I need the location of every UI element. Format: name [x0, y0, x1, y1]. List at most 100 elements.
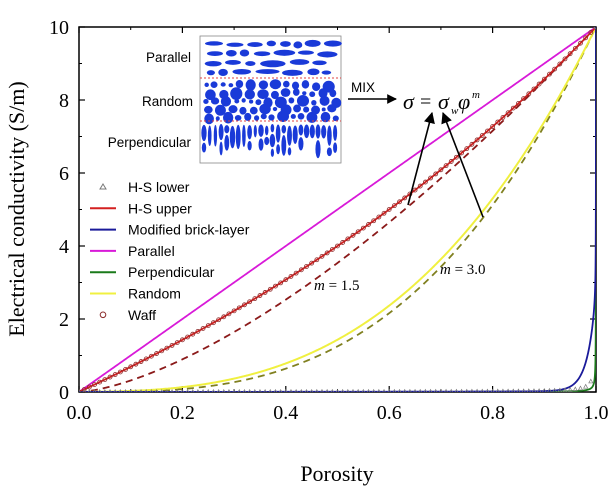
waff-marker [505, 110, 511, 116]
hs-lower-marker [103, 389, 107, 392]
x-tick-label: 0.8 [480, 402, 505, 424]
waff-marker [304, 264, 309, 269]
hs-lower-marker [531, 388, 536, 392]
inset-circle-random [259, 103, 271, 115]
inset-circle-random [312, 82, 321, 92]
waff-marker [422, 179, 428, 185]
hs-lower-marker [108, 389, 112, 392]
inset-circle-random [239, 106, 247, 115]
hs-lower-marker [170, 389, 174, 392]
hs-lower-marker [196, 388, 200, 392]
inset-ellipse-parallel [289, 59, 310, 65]
hs-lower-marker [206, 388, 210, 392]
waff-marker [329, 247, 335, 252]
waff-marker [79, 389, 82, 392]
waff-marker [283, 277, 289, 283]
inset-label-parallel: Parallel [146, 50, 191, 65]
hs-lower-marker [501, 388, 505, 392]
hs-lower-marker [211, 388, 216, 392]
inset-ellipse-perpendicular [219, 141, 223, 156]
inset-circle-random [210, 97, 220, 105]
waff-marker [443, 163, 449, 169]
inset-circle-random [329, 89, 337, 98]
inset-circle-random [234, 114, 242, 121]
waff-marker [562, 56, 568, 62]
waff-marker [293, 270, 299, 276]
legend: H-S lower H-S upper Modified brick-layer Pa… [90, 179, 250, 323]
hs-lower-marker [557, 387, 563, 392]
inset-ellipse-parallel [239, 49, 250, 57]
arrow-m15-to-equation [407, 111, 435, 206]
waff-marker [81, 387, 87, 392]
y-tick-label: 0 [59, 382, 69, 404]
inset-ellipse-parallel [317, 51, 338, 58]
inset-circle-random [290, 113, 296, 119]
y-tick-label: 6 [59, 163, 69, 185]
inset-ellipse-perpendicular [213, 124, 218, 147]
hs-lower-marker [237, 388, 241, 392]
hs-lower-marker [439, 388, 443, 392]
hs-lower-marker [335, 388, 340, 392]
inset-ellipse-perpendicular [218, 124, 224, 141]
equation-phi: φ [458, 89, 470, 114]
inset-ellipse-parallel [280, 41, 291, 47]
hs-lower-marker [397, 388, 402, 392]
hs-lower-marker [144, 389, 148, 392]
inset-circle-random [214, 104, 226, 116]
hs-lower-marker [201, 388, 205, 392]
waff-marker [128, 364, 134, 370]
inset-circle-random [306, 111, 318, 123]
inset-ellipse-perpendicular [333, 142, 338, 154]
inset-circle-random [248, 99, 254, 104]
series-waff-markers [79, 27, 596, 392]
inset-circle-random [215, 116, 220, 121]
inset-ellipse-perpendicular [264, 125, 269, 136]
hs-lower-marker [567, 386, 573, 392]
inset-circle-random [234, 98, 240, 104]
inset-ellipse-perpendicular [224, 134, 230, 151]
inset-ellipse-parallel [206, 51, 223, 56]
inset-ellipse-perpendicular [298, 137, 304, 151]
waff-marker [252, 296, 258, 302]
waff-marker [335, 243, 340, 249]
hs-lower-marker [480, 388, 485, 392]
inset-circle-random [260, 113, 267, 120]
inset-ellipse-perpendicular [326, 147, 332, 157]
legend-label: H-S lower [128, 179, 190, 195]
waff-marker [221, 314, 227, 320]
hs-lower-marker [180, 388, 185, 392]
inset-ellipse-perpendicular [258, 138, 264, 151]
hs-lower-marker [449, 388, 453, 392]
waff-marker [448, 159, 454, 164]
inset-ellipse-parallel [247, 42, 263, 48]
hs-lower-marker [175, 389, 179, 392]
hs-lower-marker [408, 388, 412, 392]
hs-lower-marker [330, 388, 334, 392]
inset-circle-random [244, 89, 255, 100]
hs-lower-marker [227, 388, 231, 392]
hs-lower-marker [577, 385, 584, 391]
inset-circle-random [222, 111, 234, 124]
equation-equals: = [420, 91, 431, 113]
inset-circle-random [297, 113, 305, 120]
inset-circle-random [205, 89, 216, 101]
waff-marker [138, 359, 144, 364]
hs-lower-marker [258, 388, 262, 392]
hs-lower-marker [428, 388, 433, 392]
waff-marker [547, 71, 552, 77]
waff-marker [211, 320, 216, 326]
inset-circle-random [319, 95, 330, 106]
hs-lower-marker [521, 388, 526, 392]
waff-marker [355, 229, 361, 235]
x-tick-label: 0.0 [67, 402, 92, 424]
hs-lower-marker [185, 388, 190, 392]
inset-circle-random [228, 83, 234, 88]
waff-marker [154, 351, 159, 356]
waff-marker [567, 51, 573, 57]
hs-lower-marker [123, 389, 128, 392]
hs-lower-marker [506, 388, 511, 392]
hs-lower-marker [242, 388, 247, 392]
equation-superscript: m [472, 89, 480, 101]
hs-lower-marker [289, 388, 293, 392]
